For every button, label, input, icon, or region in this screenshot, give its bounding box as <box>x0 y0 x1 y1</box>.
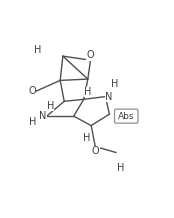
Text: Abs: Abs <box>118 112 135 121</box>
Text: H: H <box>117 163 124 173</box>
Text: H: H <box>34 45 41 55</box>
Text: H: H <box>83 133 90 143</box>
Text: O: O <box>28 86 36 96</box>
Text: O: O <box>91 146 99 157</box>
Text: N: N <box>39 111 47 121</box>
Text: H: H <box>116 111 124 121</box>
Text: H: H <box>84 87 92 97</box>
Text: H: H <box>111 79 118 89</box>
Text: H: H <box>47 101 54 111</box>
Text: N: N <box>105 92 113 102</box>
Text: H: H <box>29 117 36 127</box>
FancyBboxPatch shape <box>114 109 138 123</box>
Text: O: O <box>87 50 94 60</box>
